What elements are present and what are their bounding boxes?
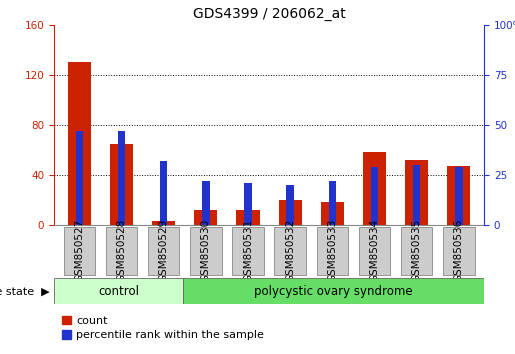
Bar <box>194 210 217 225</box>
Text: GSM850535: GSM850535 <box>411 219 422 282</box>
FancyBboxPatch shape <box>358 227 390 275</box>
Bar <box>152 221 175 225</box>
Text: GSM850533: GSM850533 <box>328 219 337 282</box>
Text: GSM850536: GSM850536 <box>454 219 464 282</box>
Text: GSM850529: GSM850529 <box>159 219 169 282</box>
FancyBboxPatch shape <box>183 278 484 304</box>
FancyBboxPatch shape <box>401 227 433 275</box>
Bar <box>286 185 294 225</box>
Bar <box>371 167 379 225</box>
Bar <box>447 166 470 225</box>
FancyBboxPatch shape <box>274 227 306 275</box>
FancyBboxPatch shape <box>317 227 348 275</box>
Bar <box>413 165 420 225</box>
Text: GSM850531: GSM850531 <box>243 219 253 282</box>
FancyBboxPatch shape <box>63 227 95 275</box>
Bar <box>68 62 91 225</box>
Text: GSM850532: GSM850532 <box>285 219 295 282</box>
Bar <box>110 143 133 225</box>
Bar <box>244 183 252 225</box>
Text: disease state  ▶: disease state ▶ <box>0 286 50 296</box>
FancyBboxPatch shape <box>232 227 264 275</box>
Bar <box>321 202 344 225</box>
Bar <box>363 152 386 225</box>
Bar <box>76 131 83 225</box>
Bar <box>279 200 302 225</box>
FancyBboxPatch shape <box>54 278 183 304</box>
FancyBboxPatch shape <box>106 227 138 275</box>
Text: control: control <box>98 285 139 298</box>
FancyBboxPatch shape <box>190 227 221 275</box>
Title: GDS4399 / 206062_at: GDS4399 / 206062_at <box>193 7 346 21</box>
Bar <box>236 210 260 225</box>
Bar <box>118 131 125 225</box>
FancyBboxPatch shape <box>443 227 475 275</box>
Bar <box>405 160 428 225</box>
Text: GSM850528: GSM850528 <box>116 219 127 282</box>
Bar <box>202 181 210 225</box>
Text: GSM850527: GSM850527 <box>74 219 84 282</box>
Text: GSM850534: GSM850534 <box>369 219 380 282</box>
Bar <box>329 181 336 225</box>
Bar <box>160 161 167 225</box>
FancyBboxPatch shape <box>148 227 180 275</box>
Legend: count, percentile rank within the sample: count, percentile rank within the sample <box>60 314 266 343</box>
Bar <box>455 167 462 225</box>
Text: GSM850530: GSM850530 <box>201 219 211 282</box>
Text: polycystic ovary syndrome: polycystic ovary syndrome <box>254 285 413 298</box>
